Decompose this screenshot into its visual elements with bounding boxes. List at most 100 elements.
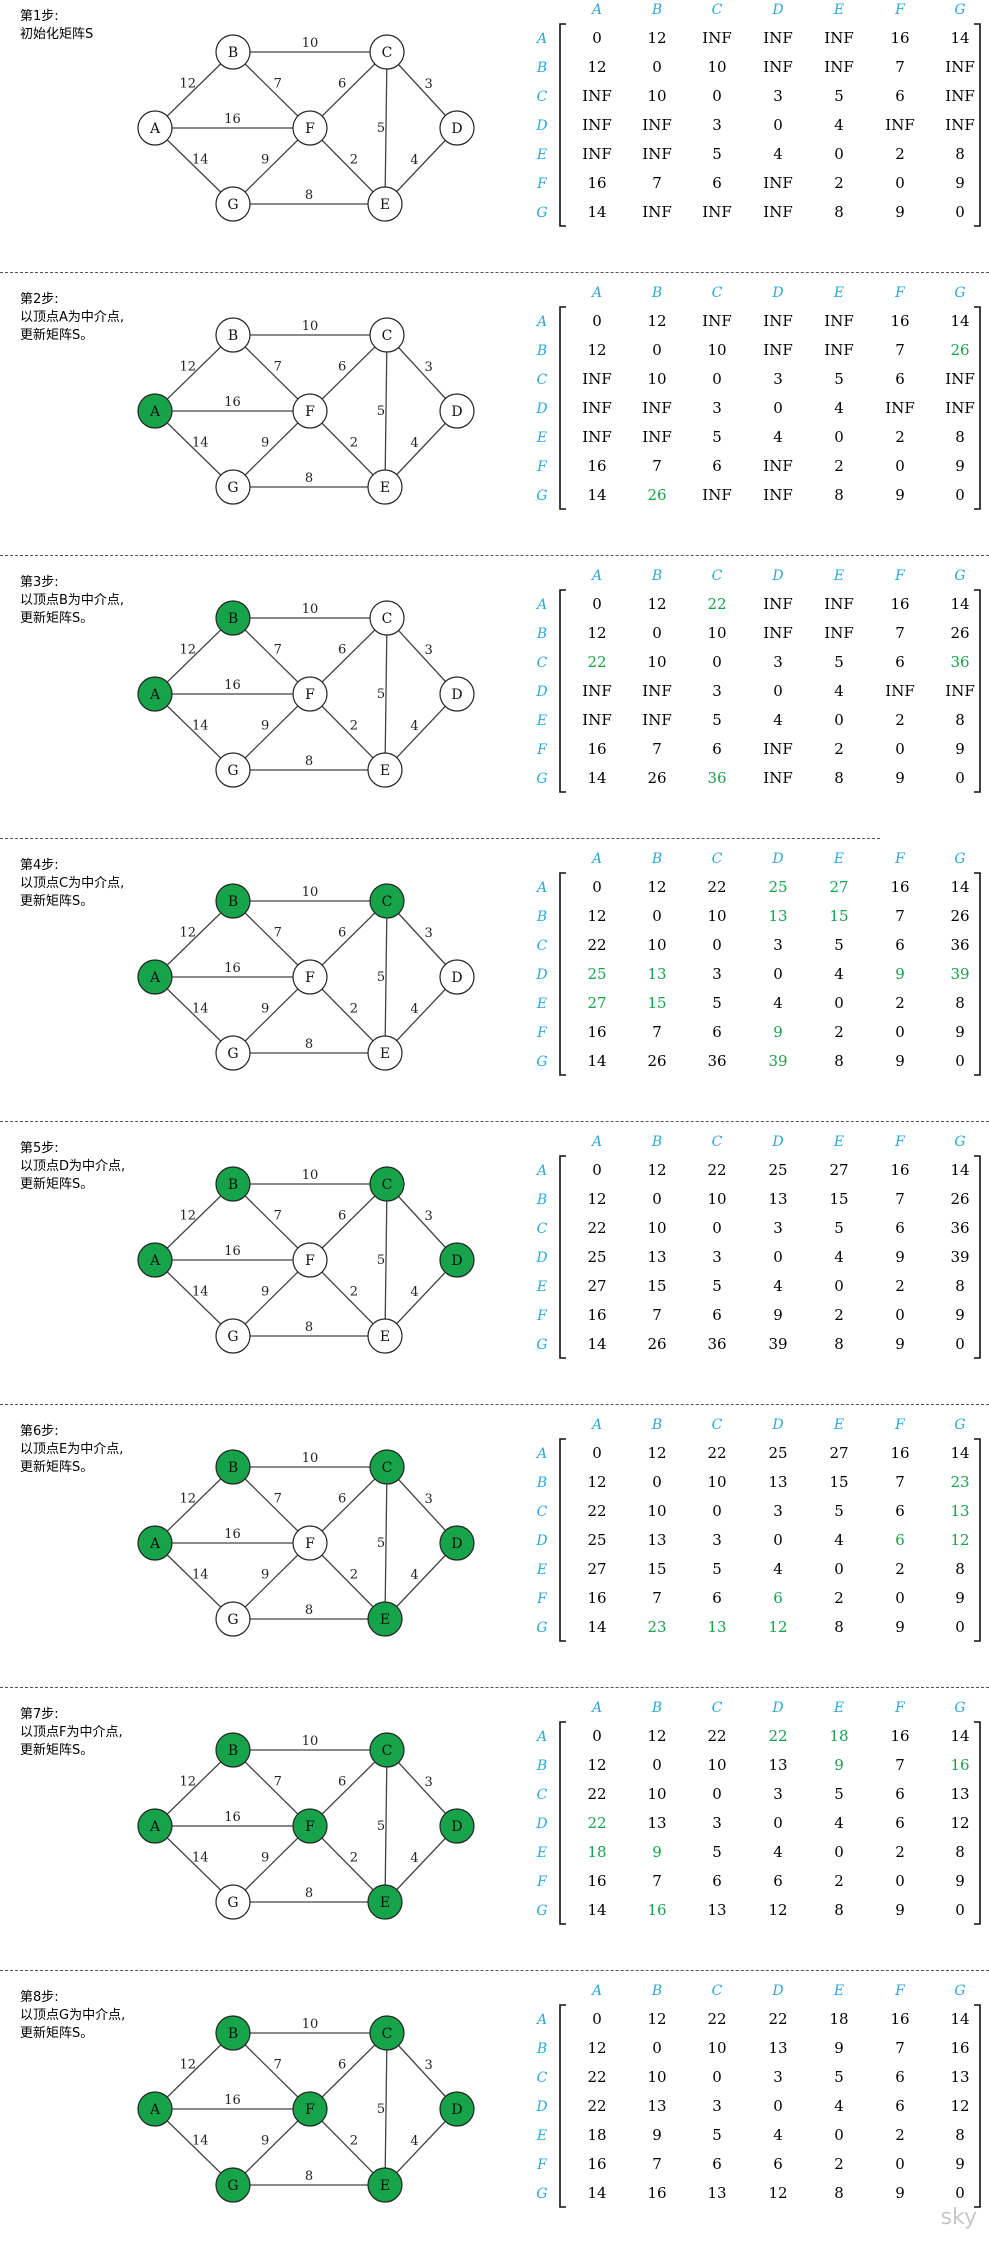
column-header: B [651,568,662,584]
matrix-cell: 5 [834,2068,844,2086]
matrix-cell-updated: 23 [950,1473,969,1491]
node-C [369,1166,405,1202]
node-A [137,2091,173,2127]
edge-weight: 7 [274,643,282,658]
matrix-cell-updated: 9 [652,1843,662,1861]
node-F [292,959,328,995]
edge-weight: 4 [410,153,418,168]
row-header: B [536,626,547,642]
matrix-cell: 0 [834,1560,844,1578]
column-header: C [712,1417,723,1433]
edge-FE [309,1542,386,1620]
graph: 12 16 14 10 7 6 5 3 9 2 8 4 A B C D E F G [137,600,475,788]
edge-weight: 4 [410,719,418,734]
matrix-cell: 0 [592,2010,602,2028]
matrix-cell: 12 [587,624,606,642]
edge-weight: 2 [350,1851,358,1866]
matrix-cell: 12 [647,29,666,47]
edge-AB [154,1183,234,1261]
edge-weight: 9 [261,1002,269,1017]
edge-weight: 3 [424,2058,432,2073]
matrix-cell: 13 [707,1901,726,1919]
edge-weight: 14 [192,1851,209,1866]
column-header: F [894,1983,906,1999]
matrix-cell: 8 [834,203,844,221]
column-header: D [771,851,783,867]
matrix-cell: 14 [587,1901,606,1919]
matrix-cell: 10 [707,1756,726,1774]
node-label: E [380,1612,390,1628]
node-label: F [305,404,315,420]
step-caption: 第8步: 以顶点G为中介点, 更新矩阵S。 [20,1989,125,2043]
matrix-cell: 0 [592,1444,602,1462]
edge-weight: 10 [302,885,319,900]
matrix-cell: 39 [950,1248,969,1266]
edge-BF [232,2032,311,2110]
matrix-cell: 6 [895,1785,905,1803]
matrix-cell: INF [885,399,914,417]
edge-AG [154,693,234,771]
matrix-cell-updated: 15 [829,907,848,925]
edge-FG [232,127,311,205]
matrix-cell: 14 [587,769,606,787]
caption-line: 第1步: [20,9,59,24]
row-header: C [537,1221,548,1237]
edge-weight: 3 [424,77,432,92]
matrix-cell: 9 [895,1052,905,1070]
row-header: D [535,1533,547,1549]
matrix-cell: 16 [890,1161,909,1179]
matrix-cell-updated: 16 [647,1901,666,1919]
matrix-cell: 12 [587,1190,606,1208]
node-C [369,317,405,353]
matrix-cell: 9 [895,1248,905,1266]
matrix-cell: 0 [955,1618,965,1636]
matrix-cell: 12 [647,312,666,330]
edge-weight: 4 [410,1851,418,1866]
node-E [367,1318,403,1354]
matrix-cell: INF [582,428,611,446]
edge-AG [154,1542,234,1620]
right-bracket [974,306,981,510]
matrix-cell: 5 [834,87,844,105]
matrix-cell-updated: 25 [768,878,787,896]
matrix-cell: INF [763,457,792,475]
column-header: B [651,851,662,867]
matrix-cell: 4 [773,2126,783,2144]
matrix-cell: 27 [587,1277,606,1295]
matrix-cell: 7 [895,907,905,925]
row-header: E [536,147,547,163]
edge-weight: 12 [179,643,196,658]
matrix-cell: 8 [955,711,965,729]
matrix-cell: 8 [955,994,965,1012]
matrix-cell: 4 [773,994,783,1012]
edge-weight: 5 [377,970,385,985]
matrix-cell: 3 [773,653,783,671]
matrix-cell: 6 [712,740,722,758]
graph: 12 16 14 10 7 6 5 3 9 2 8 4 A B C D E F G [137,317,475,505]
node-G [215,469,251,505]
matrix-cell: 7 [895,624,905,642]
matrix-cell: 6 [712,1872,722,1890]
row-header: F [536,2157,548,2173]
matrix-cell: 12 [768,2184,787,2202]
edge-weight: 5 [377,1536,385,1551]
matrix-cell: 7 [895,1473,905,1491]
node-G [215,1601,251,1637]
column-header: D [771,1700,783,1716]
matrix-cell: INF [642,428,671,446]
matrix-cell: INF [824,341,853,359]
edge-CF [309,51,388,129]
caption-line: 以顶点C为中介点, [20,876,125,891]
column-header: G [954,1417,965,1433]
matrix-cell: 6 [712,174,722,192]
column-header: D [771,2,783,18]
matrix-cell-updated: 27 [829,878,848,896]
matrix-cell: 14 [950,1727,969,1745]
matrix-cell: 22 [707,878,726,896]
column-header: F [894,285,906,301]
matrix-cell: 26 [950,624,969,642]
matrix-cell: 7 [652,457,662,475]
matrix-cell: 13 [768,1190,787,1208]
matrix-cell: 8 [834,769,844,787]
matrix-cell: 0 [773,1814,783,1832]
